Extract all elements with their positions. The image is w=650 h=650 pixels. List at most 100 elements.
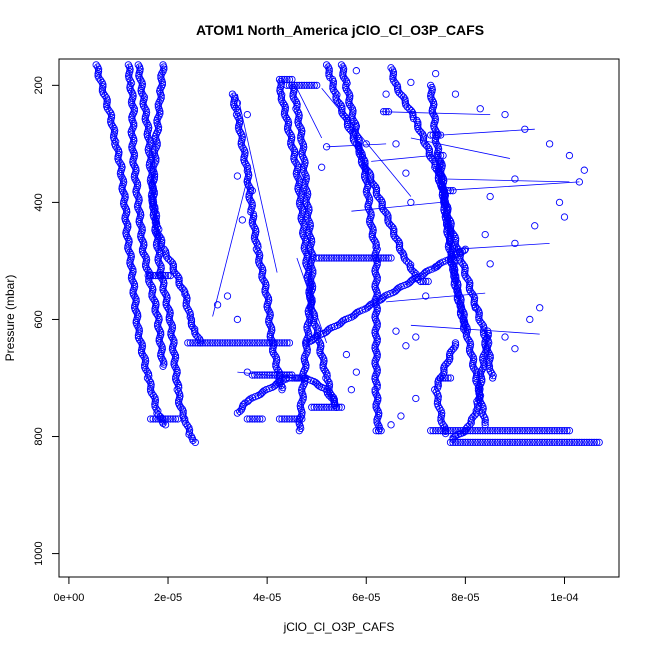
profile-point bbox=[481, 418, 489, 427]
x-axis: 0e+00 2e-05 4e-05 6e-05 8e-05 1e-04 bbox=[53, 576, 579, 604]
profile-point bbox=[149, 391, 158, 400]
profile-point bbox=[304, 307, 312, 316]
profile-point bbox=[402, 257, 410, 265]
profile-point bbox=[154, 101, 162, 109]
horizontal-point bbox=[568, 438, 576, 447]
horizontal-point bbox=[541, 427, 549, 435]
profile-point bbox=[157, 349, 165, 358]
profile-point bbox=[279, 99, 288, 108]
profile-point bbox=[464, 275, 472, 283]
horizontal-point bbox=[486, 438, 494, 447]
profile-point bbox=[130, 120, 138, 128]
profile-point bbox=[409, 110, 417, 119]
scatter-point bbox=[397, 412, 405, 420]
connector-line bbox=[386, 292, 486, 303]
horizontal-point bbox=[246, 339, 254, 347]
scatter-point bbox=[317, 163, 326, 171]
horizontal-point bbox=[166, 271, 175, 280]
scatter-point bbox=[238, 216, 247, 224]
horizontal-point bbox=[496, 438, 504, 447]
horizontal-point bbox=[446, 374, 455, 382]
horizontal-point bbox=[439, 427, 447, 435]
horizontal-point bbox=[337, 403, 346, 411]
scatter-point bbox=[233, 315, 242, 324]
y-tick-label: 200 bbox=[33, 76, 45, 94]
profile-point bbox=[151, 132, 160, 140]
profile-point bbox=[258, 388, 267, 396]
horizontal-point bbox=[303, 81, 311, 89]
horizontal-point bbox=[446, 187, 455, 195]
connector-line bbox=[296, 88, 323, 139]
horizontal-point bbox=[484, 438, 492, 447]
profile-point bbox=[310, 334, 318, 342]
scatter-point bbox=[501, 110, 509, 119]
horizontal-point bbox=[332, 403, 341, 411]
horizontal-point bbox=[536, 427, 544, 435]
horizontal-point bbox=[427, 427, 435, 435]
horizontal-point bbox=[523, 427, 531, 435]
horizontal-point bbox=[545, 427, 554, 435]
profile-line-11 bbox=[440, 161, 486, 425]
profile-point bbox=[365, 301, 374, 310]
profile-point bbox=[305, 291, 314, 300]
profile-point bbox=[373, 366, 381, 374]
connector-line bbox=[321, 88, 412, 197]
x-tick-label: 2e-05 bbox=[154, 592, 182, 604]
horizontal-point bbox=[526, 438, 534, 447]
profile-point bbox=[313, 380, 321, 388]
horizontal-point bbox=[184, 339, 192, 347]
profile-line-16 bbox=[306, 248, 466, 344]
profile-point bbox=[373, 350, 381, 359]
horizontal-point bbox=[580, 438, 588, 447]
profile-point bbox=[438, 409, 446, 417]
horizontal-point bbox=[479, 427, 487, 435]
profile-point bbox=[366, 220, 374, 228]
horizontal-point bbox=[300, 81, 308, 89]
horizontal-point bbox=[367, 254, 375, 262]
profile-point bbox=[481, 416, 489, 424]
profile-point bbox=[337, 319, 345, 327]
horizontal-point bbox=[295, 81, 303, 89]
horizontal-point bbox=[486, 427, 494, 435]
horizontal-point bbox=[466, 438, 474, 447]
horizontal-point bbox=[298, 81, 306, 89]
horizontal-point bbox=[488, 438, 497, 447]
horizontal-point bbox=[278, 75, 286, 84]
horizontal-point bbox=[196, 339, 204, 347]
horizontal-point bbox=[439, 151, 447, 160]
scatter-point bbox=[526, 315, 534, 324]
scatter-point bbox=[412, 333, 420, 341]
profile-point bbox=[393, 285, 401, 293]
horizontal-point bbox=[523, 438, 531, 447]
horizontal-point bbox=[377, 427, 385, 435]
horizontal-point bbox=[422, 277, 430, 286]
profile-point bbox=[101, 91, 109, 100]
connector-line bbox=[237, 371, 297, 379]
profile-point bbox=[338, 318, 346, 326]
scatter-point bbox=[501, 333, 509, 341]
profile-point bbox=[96, 76, 105, 84]
horizontal-point bbox=[347, 254, 356, 262]
horizontal-point bbox=[516, 427, 524, 435]
profile-point bbox=[373, 320, 381, 328]
profile-point bbox=[153, 243, 161, 251]
profile-point bbox=[420, 270, 428, 278]
profile-point bbox=[478, 375, 486, 384]
profile-point bbox=[157, 72, 165, 80]
horizontal-point bbox=[590, 438, 598, 447]
horizontal-point bbox=[436, 427, 445, 435]
horizontal-point bbox=[327, 254, 336, 262]
horizontal-point bbox=[233, 339, 242, 347]
scatter-point bbox=[387, 421, 395, 429]
horizontal-point bbox=[283, 415, 291, 423]
horizontal-point bbox=[246, 415, 254, 423]
connector-line bbox=[381, 111, 491, 115]
scatter-point bbox=[486, 192, 494, 201]
y-tick-label: 800 bbox=[33, 427, 45, 445]
horizontal-point bbox=[280, 371, 289, 379]
horizontal-point bbox=[275, 339, 284, 347]
connector-line bbox=[440, 128, 535, 136]
horizontal-point bbox=[273, 371, 281, 379]
profile-point bbox=[371, 372, 379, 381]
scatter-point bbox=[545, 140, 554, 148]
